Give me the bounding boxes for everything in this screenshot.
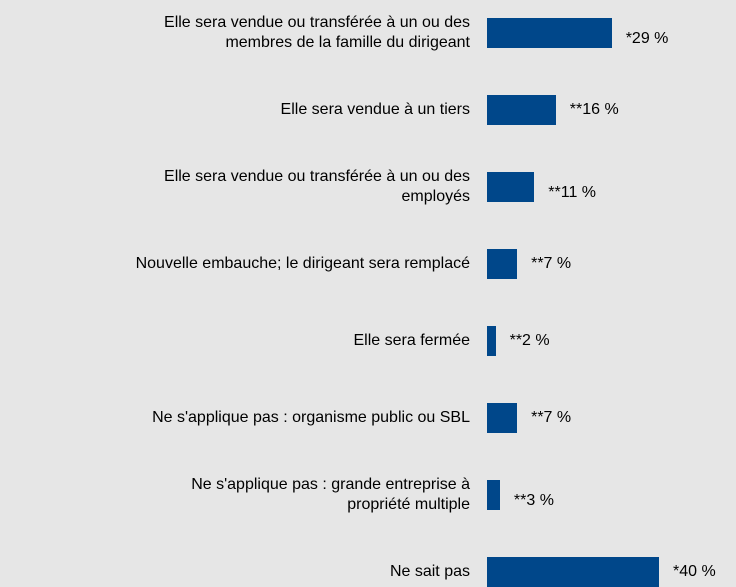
category-label: Elle sera vendue à un tiers: [280, 101, 470, 118]
bar: [487, 403, 518, 433]
category-label: Nouvelle embauche; le dirigeant sera rem…: [135, 255, 470, 272]
value-label: *29 %: [625, 30, 669, 47]
category-label: Ne s'applique pas : organisme public ou …: [152, 409, 470, 426]
category-label: Ne sait pas: [389, 563, 470, 580]
value-label: **2 %: [509, 332, 550, 349]
value-label: **16 %: [569, 101, 619, 118]
value-label: **7 %: [531, 409, 572, 426]
bar: [487, 249, 518, 279]
category-label: Elle sera vendue ou transférée à un ou d…: [164, 168, 470, 205]
bar: [487, 18, 612, 48]
value-label: **7 %: [531, 255, 572, 272]
bar: [487, 172, 535, 202]
category-label: Elle sera fermée: [353, 332, 471, 349]
bar: [487, 480, 500, 510]
bar: [487, 326, 496, 356]
value-label: **3 %: [513, 492, 554, 509]
bar: [487, 557, 659, 587]
value-label: **11 %: [548, 184, 597, 201]
value-label: *40 %: [673, 563, 716, 580]
category-label: Elle sera vendue ou transférée à un ou d…: [164, 14, 470, 51]
category-label: Ne s'applique pas : grande entreprise à …: [191, 476, 470, 513]
bar: [487, 95, 556, 125]
